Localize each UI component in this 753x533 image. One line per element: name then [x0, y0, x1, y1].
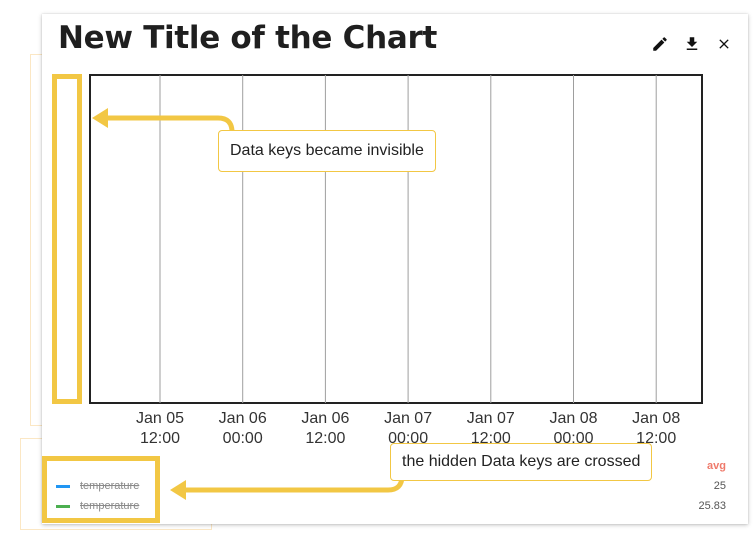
plot-area: Jan 05 12:00 Jan 06 00:00 Jan 06 12:00 Jan 07 0… — [89, 74, 703, 447]
x-tick-label: Jan 08 12:00 — [632, 410, 680, 447]
stat-value: 25 — [713, 480, 726, 492]
stat-value: 25.83 — [698, 500, 726, 512]
legend-item[interactable]: temperature — [56, 500, 139, 512]
legend-swatch — [56, 504, 70, 508]
x-tick-label: Jan 08 00:00 — [549, 410, 597, 447]
x-tick-label: Jan 06 00:00 — [219, 410, 267, 447]
legend-swatch — [56, 484, 70, 488]
close-icon[interactable] — [714, 34, 734, 54]
highlight-box-legend — [42, 456, 160, 523]
plot-frame — [89, 74, 703, 404]
legend-label: temperature — [80, 500, 140, 512]
chart-card: New Title of the Chart Jan 05 12:00 Jan 06… — [42, 14, 748, 524]
x-tick-label: Jan 06 12:00 — [301, 410, 349, 447]
download-icon[interactable] — [682, 34, 702, 54]
legend-item[interactable]: temperature — [56, 480, 139, 492]
chart-title: New Title of the Chart — [58, 20, 437, 56]
callout-invisible-keys: Data keys became invisible — [218, 130, 436, 172]
stat-header: avg — [707, 460, 726, 472]
pencil-icon[interactable] — [650, 34, 670, 54]
chart-toolbar — [650, 34, 734, 54]
x-tick-label: Jan 07 00:00 — [384, 410, 432, 447]
x-tick-label: Jan 07 12:00 — [467, 410, 515, 447]
legend-label: temperature — [80, 480, 140, 492]
callout-crossed-keys: the hidden Data keys are crossed — [390, 443, 653, 481]
x-tick-label: Jan 05 12:00 — [136, 410, 184, 447]
highlight-box-yaxis — [52, 74, 82, 404]
